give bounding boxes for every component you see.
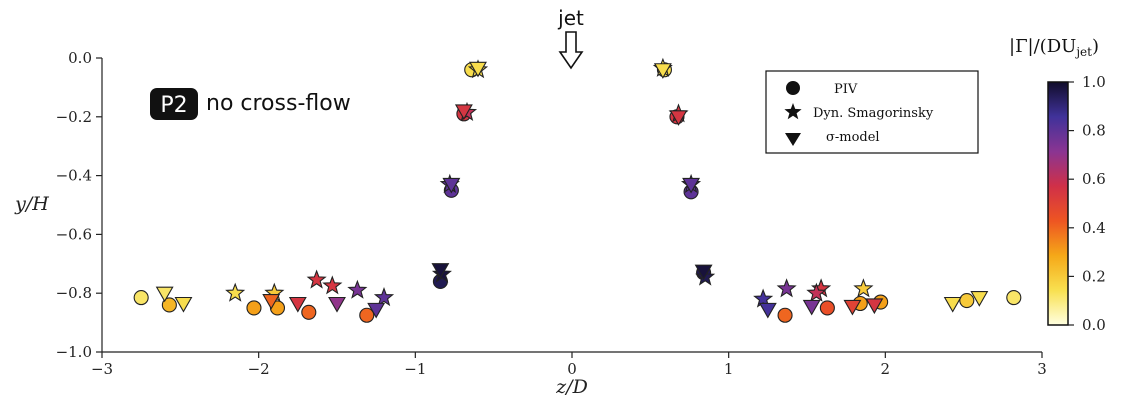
sigma-model-point: [174, 296, 193, 313]
legend-star-icon: [784, 103, 802, 120]
piv-point: [161, 297, 177, 313]
x-tick-label: 1: [724, 360, 734, 378]
piv-point: [133, 290, 149, 306]
dyn-smagorinsky-point: [853, 278, 874, 298]
legend-circle-icon: [786, 81, 800, 95]
colorbar-tick-label: 0.4: [1082, 219, 1106, 237]
sigma-model-point: [288, 296, 307, 313]
colorbar: |Γ|/(DUjet) 0.0 0.2 0.4 0.6 0.8 1.0: [1009, 36, 1106, 334]
sigma-model-point: [262, 294, 281, 310]
x-axis-label: z/D: [555, 376, 588, 398]
colorbar-tick-label: 1.0: [1082, 73, 1106, 91]
legend-triangle-icon: [785, 133, 801, 146]
sigma-model-point: [669, 110, 688, 126]
dyn-smagorinsky-point: [373, 287, 395, 307]
legend: PIV Dyn. Smagorinsky σ-model: [765, 70, 979, 154]
y-tick-label: −0.4: [56, 167, 92, 185]
colorbar-tick-label: 0.2: [1082, 267, 1106, 285]
x-tick-label: 0: [567, 360, 577, 378]
sigma-model-point: [694, 264, 713, 281]
colorbar-label: |Γ|/(DUjet): [1009, 36, 1099, 59]
colorbar-tick-label: 0.8: [1082, 122, 1106, 140]
colorbar-tick-label: 0.0: [1082, 316, 1106, 334]
x-ticks: −3 −2 −1 0 1 2 3: [91, 352, 1047, 378]
sigma-model-point: [328, 296, 346, 313]
sigma-model-point: [802, 299, 821, 316]
sigma-model-point: [454, 104, 473, 121]
panel-annotation: no cross-flow: [206, 91, 351, 116]
x-tick-label: −1: [404, 360, 426, 378]
y-tick-label: 0.0: [68, 49, 92, 67]
legend-box: [765, 70, 979, 154]
y-tick-label: −0.2: [56, 108, 92, 126]
dyn-smagorinsky-point: [322, 275, 343, 295]
colorbar-gradient: [1047, 81, 1069, 326]
sigma-model-point: [442, 177, 461, 194]
sigma-model-point: [431, 263, 450, 279]
piv-point: [777, 307, 793, 323]
y-tick-label: −0.8: [56, 284, 92, 302]
panel-badge: [150, 88, 198, 120]
sigma-model-point: [970, 291, 989, 307]
piv-point: [359, 307, 375, 323]
dyn-smagorinsky-point: [776, 278, 797, 298]
x-tick-label: −3: [91, 360, 113, 378]
x-tick-label: −2: [248, 360, 270, 378]
x-tick-label: 3: [1037, 360, 1047, 378]
down-arrow-icon: [558, 31, 584, 70]
sigma-model-point: [682, 177, 701, 194]
x-tick-label: 2: [881, 360, 891, 378]
panel-badge-label: P2: [160, 93, 187, 118]
piv-point: [1006, 290, 1022, 306]
sigma-model-point: [865, 298, 884, 315]
legend-entry-sigma-model: σ-model: [826, 130, 880, 145]
dyn-smagorinsky-point: [306, 269, 327, 289]
jet-annotation: jet: [557, 6, 584, 30]
y-axis-label: y/H: [14, 193, 49, 215]
legend-entry-piv: PIV: [834, 82, 858, 97]
colorbar-ticks: 0.0 0.2 0.4 0.6 0.8 1.0: [1068, 73, 1106, 334]
sigma-model-point: [653, 63, 672, 79]
sigma-model-point: [155, 286, 174, 303]
dyn-smagorinsky-point: [806, 282, 827, 302]
legend-entry-dyn-smagorinsky: Dyn. Smagorinsky: [813, 106, 934, 121]
sigma-model-point: [367, 302, 386, 319]
y-ticks: 0.0 −0.2 −0.4 −0.6 −0.8 −1.0: [56, 49, 102, 361]
piv-point: [301, 304, 317, 320]
sigma-model-point: [758, 302, 777, 319]
piv-point: [246, 300, 262, 316]
sigma-model-point: [943, 296, 962, 313]
data-marks: [133, 57, 1022, 323]
piv-point: [959, 292, 975, 309]
dyn-smagorinsky-point: [225, 282, 246, 302]
y-tick-label: −1.0: [56, 343, 92, 361]
y-tick-label: −0.6: [56, 225, 92, 243]
sigma-model-point: [469, 61, 487, 78]
piv-point: [819, 300, 835, 316]
sigma-model-point: [843, 299, 862, 316]
colorbar-tick-label: 0.6: [1082, 170, 1106, 188]
dyn-smagorinsky-point: [347, 279, 368, 299]
